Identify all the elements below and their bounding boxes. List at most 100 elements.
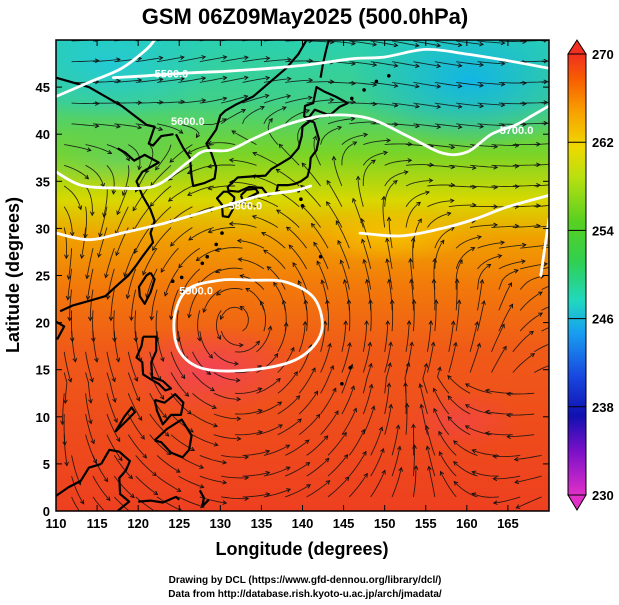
streamline [341,385,355,415]
streamline [150,164,172,187]
streamline-arrow [497,254,503,259]
streamline [341,408,357,435]
streamline [178,475,204,488]
coast-hokkaido [303,86,349,119]
island [220,231,224,235]
streamline [156,331,164,362]
streamline-arrow [102,212,107,218]
streamline [326,180,343,207]
streamline-arrow [170,241,175,247]
streamline [434,300,437,332]
streamline [252,215,279,228]
streamline-arrow [125,156,130,162]
y-tick-label: 35 [36,174,50,189]
streamline [349,81,377,86]
streamline [453,461,478,477]
island [362,88,366,92]
coast-borneo [100,448,131,511]
streamline [278,143,300,166]
credit-drawing: Drawing by DCL (https://www.gfd-dennou.o… [169,575,442,586]
streamline-arrow [393,63,399,68]
streamline [507,434,535,438]
streamline [71,475,85,505]
streamline [311,223,329,249]
streamline [456,40,484,45]
streamline-arrow [351,80,357,86]
streamline [99,206,108,237]
streamline [493,475,521,480]
streamline [221,496,249,500]
streamline [541,81,549,83]
streamline [491,225,519,228]
streamline [409,258,414,290]
streamline-arrow [385,320,391,325]
streamline-arrow [335,220,340,225]
streamline-arrow [329,97,335,103]
streamline [477,81,505,85]
streamline [115,206,129,235]
streamline-arrow [257,409,263,414]
streamline-arrow [228,157,234,163]
streamline [252,152,279,166]
streamline [235,409,263,415]
streamline [519,312,543,332]
streamline [465,383,492,394]
streamline-arrow [393,103,399,108]
streamline-arrow [343,454,349,459]
streamline-arrow [158,77,164,82]
streamline [327,101,356,104]
streamline [362,363,372,394]
streamline-arrow [241,109,247,114]
streamline-arrow [316,260,321,266]
streamline [178,123,200,138]
streamline [320,410,339,435]
streamline [370,470,386,498]
streamline [191,351,211,375]
streamline-arrow [529,330,534,336]
streamline [208,142,236,146]
streamline-arrow [324,457,330,463]
streamline-arrow [311,367,316,373]
streamline-arrow [436,84,442,89]
streamline [440,471,457,498]
streamline-arrow [301,162,307,168]
streamline [456,81,484,87]
streamline-arrow [521,259,526,264]
streamline [208,227,236,233]
streamline [534,184,549,187]
streamline [199,56,227,63]
streamline [533,365,549,373]
streamline-arrow [305,108,311,114]
streamline [178,99,206,104]
streamline-arrow [216,335,222,341]
streamline [213,434,241,440]
streamline-arrow [251,214,257,220]
streamline-arrow [245,287,250,293]
streamline-arrow [565,37,569,41]
streamline [213,392,241,400]
streamline-arrow [415,103,420,109]
streamline-arrow [118,456,123,462]
streamline [220,306,243,320]
streamline [176,310,180,342]
streamline [392,61,419,67]
streamline [285,79,313,83]
streamline-arrow [564,300,568,304]
contour-label: 5900.0 [179,285,213,297]
streamline-arrow [406,320,412,325]
streamline [126,268,137,299]
streamline-arrow [558,182,562,186]
streamline-arrow [388,403,394,409]
streamline [455,259,463,290]
streamline-arrow [500,61,506,66]
streamline [448,164,476,169]
streamline-arrow [285,466,291,471]
streamline-arrow [116,210,121,216]
streamline [301,205,321,228]
streamline [221,56,249,63]
streamline-arrow [116,123,121,129]
streamline-arrow [244,36,248,40]
streamline [520,244,548,249]
streamline [122,165,130,196]
streamline [110,289,115,321]
